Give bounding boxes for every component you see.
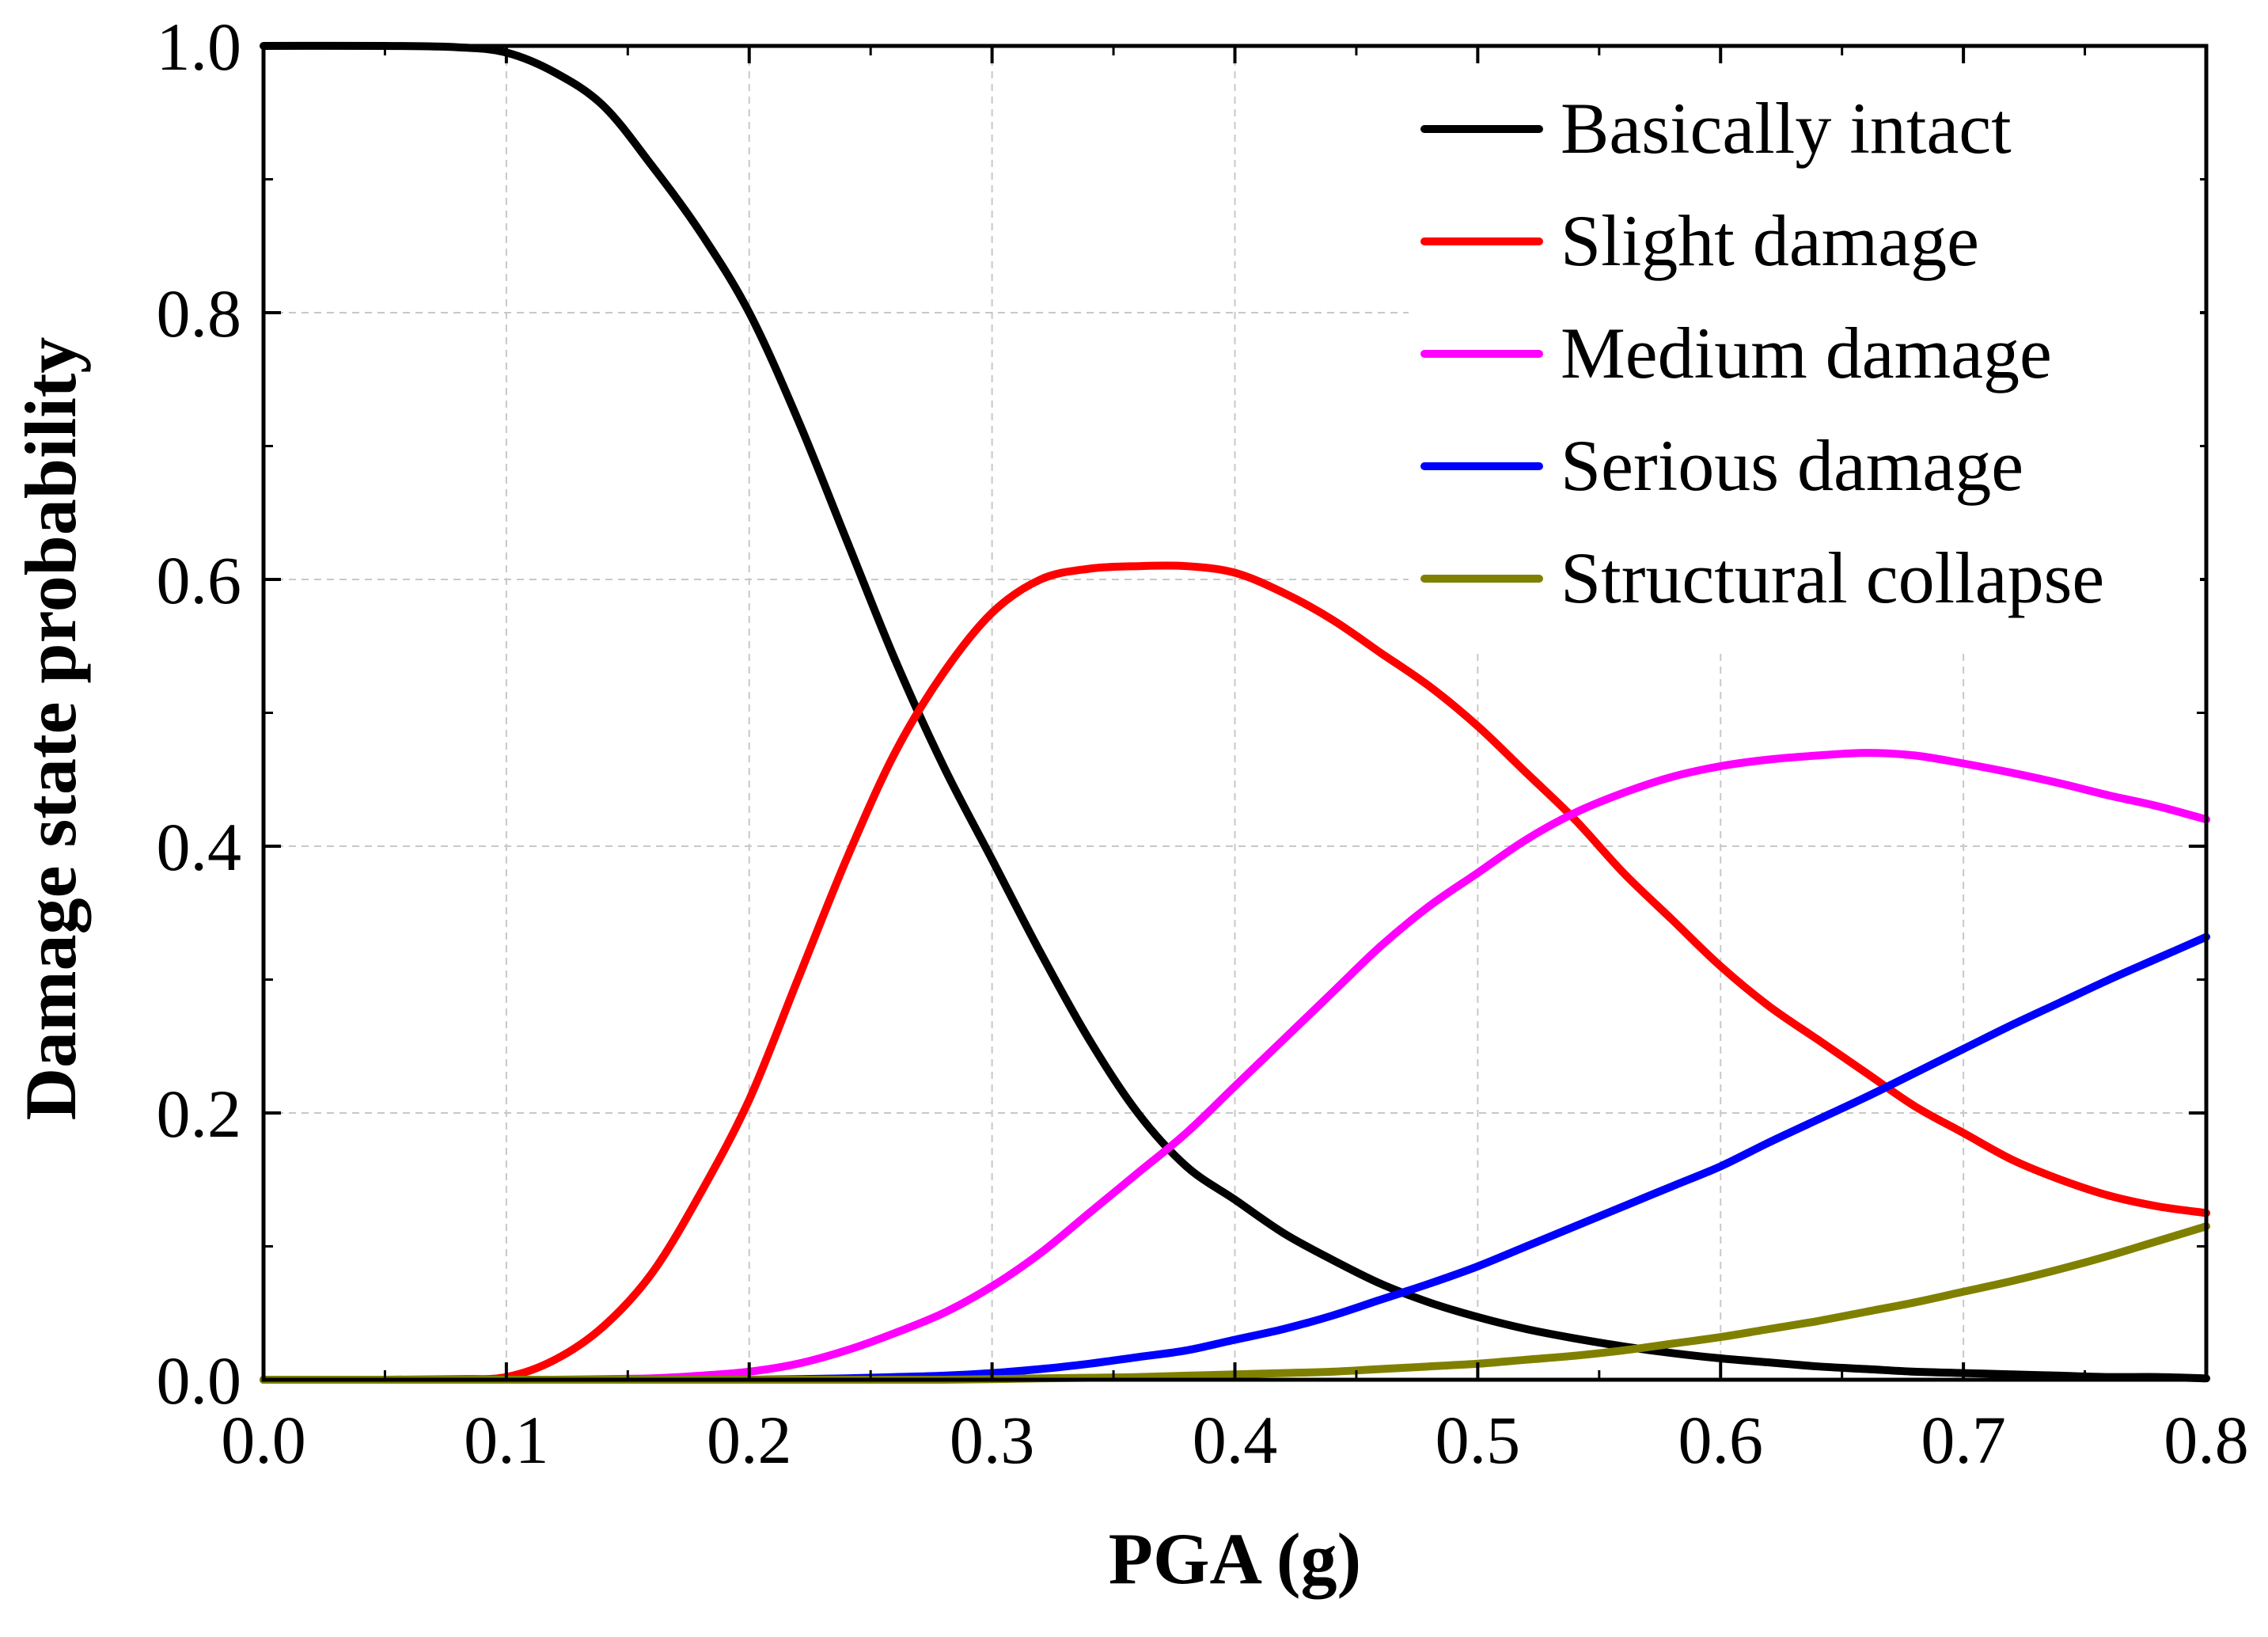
y-tick-label-5: 1.0 — [157, 9, 242, 85]
series-line-slight-damage — [260, 561, 2210, 1384]
y-tick-label-3: 0.6 — [157, 542, 242, 618]
x-tick-label-3: 0.3 — [950, 1402, 1035, 1478]
y-tick-label-4: 0.8 — [157, 275, 242, 351]
legend: Basically intact Slight damage Medium dama… — [1409, 63, 2200, 649]
axis-tick-labels: 0.0 0.1 0.2 0.3 0.4 0.5 0.6 0.7 0.8 0.0 0.2 0.4 0.6 0… — [157, 9, 2249, 1478]
x-tick-label-7: 0.7 — [1921, 1402, 2006, 1478]
x-tick-label-8: 0.8 — [2164, 1402, 2249, 1478]
x-tick-label-5: 0.5 — [1436, 1402, 1521, 1478]
x-tick-label-4: 0.4 — [1193, 1402, 1278, 1478]
y-axis-title: Damage state probability — [10, 337, 91, 1121]
x-tick-label-0: 0.0 — [221, 1402, 306, 1478]
legend-label-serious-damage: Serious damage — [1561, 425, 2023, 506]
legend-label-slight-damage: Slight damage — [1561, 200, 1979, 281]
y-tick-label-2: 0.4 — [157, 809, 242, 885]
legend-label-structural-collapse: Structural collapse — [1561, 537, 2104, 618]
x-tick-label-2: 0.2 — [707, 1402, 792, 1478]
axis-ticks — [262, 44, 2208, 1381]
y-tick-label-0: 0.0 — [157, 1343, 242, 1419]
x-axis-title: PGA (g) — [1109, 1518, 1361, 1599]
x-tick-label-6: 0.6 — [1678, 1402, 1764, 1478]
legend-label-basically-intact: Basically intact — [1561, 88, 2012, 169]
y-tick-label-1: 0.2 — [157, 1076, 242, 1152]
series-line-basically-intact — [260, 41, 2210, 1383]
x-tick-label-1: 0.1 — [464, 1402, 549, 1478]
legend-label-medium-damage: Medium damage — [1561, 313, 2052, 393]
